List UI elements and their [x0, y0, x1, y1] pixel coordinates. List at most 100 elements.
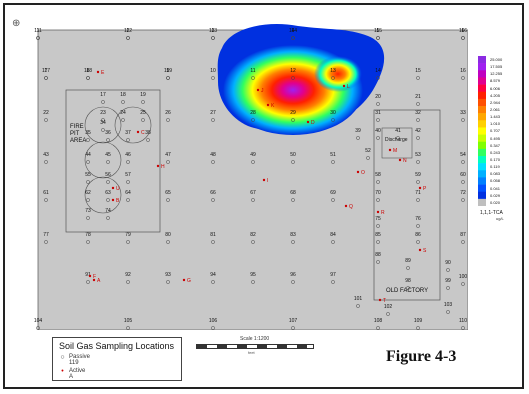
passive-sample-point	[36, 36, 40, 40]
active-point-label: K	[271, 103, 275, 109]
passive-sample-point	[416, 136, 420, 140]
passive-sample-point	[461, 180, 465, 184]
sample-point-label: 108	[374, 318, 383, 324]
passive-sample-point	[106, 216, 110, 220]
old-factory-area	[373, 109, 441, 301]
colorbar-swatch	[478, 198, 486, 206]
colorbar-level-label: 1.443	[490, 114, 501, 120]
passive-sample-point	[291, 280, 295, 284]
colorbar-swatch	[478, 56, 486, 64]
passive-sample-point	[211, 280, 215, 284]
active-point-label: E	[101, 70, 105, 76]
sample-point-label: 65	[165, 190, 171, 196]
colorbar-level-label: 0.020	[490, 199, 501, 205]
colorbar-level-label: 0.707	[490, 128, 501, 134]
sample-point-label: 84	[330, 232, 336, 238]
sample-point-label: 85	[375, 232, 381, 238]
active-sample-point	[111, 198, 115, 202]
sample-point-label: 10	[210, 68, 216, 74]
passive-sample-point	[291, 198, 295, 202]
passive-sample-point	[416, 240, 420, 244]
passive-sample-point	[86, 216, 90, 220]
colorbar-swatch	[478, 127, 486, 135]
colorbar-swatch	[478, 63, 486, 71]
passive-sample-point	[446, 286, 450, 290]
fire-pit-circle	[114, 106, 152, 144]
scale-label: Scale 1:1200	[240, 336, 270, 342]
sample-point-label: 2	[127, 28, 130, 34]
fire-pit-label: FIRE PIT AREA	[70, 124, 86, 144]
passive-sample-point	[356, 304, 360, 308]
sample-point-label: 109	[414, 318, 423, 324]
sample-point-label: 27	[210, 110, 216, 116]
colorbar-swatch	[478, 191, 486, 200]
colorbar-level-label: 12.255	[490, 71, 503, 77]
passive-sample-point	[291, 118, 295, 122]
sample-point-label: 11	[250, 68, 255, 74]
passive-sample-point	[406, 266, 410, 270]
active-point-label: D	[311, 120, 315, 126]
passive-sample-point	[461, 160, 465, 164]
concentration-colorbar	[478, 56, 486, 206]
colorbar-level-label: 6.006	[490, 85, 501, 91]
sample-point-label: 36	[105, 130, 111, 136]
sample-point-label: 56	[105, 172, 111, 178]
sample-point-label: 26	[165, 110, 171, 116]
sample-point-label: 50	[290, 152, 296, 158]
sample-point-label: 38	[145, 130, 151, 136]
passive-sample-point	[141, 100, 145, 104]
colorbar-swatch	[478, 84, 486, 93]
passive-sample-point	[166, 160, 170, 164]
active-point-label: H	[161, 164, 165, 170]
sample-point-label: 1	[37, 28, 40, 34]
sample-point-label: 25	[140, 110, 146, 116]
sample-point-label: 118	[84, 68, 92, 74]
passive-sample-point	[461, 36, 465, 40]
sample-point-label: 63	[105, 190, 111, 196]
colorbar-level-label: 0.083	[490, 171, 501, 177]
passive-sample-point	[461, 198, 465, 202]
sample-point-label: 71	[415, 190, 421, 196]
passive-sample-point	[251, 160, 255, 164]
sample-point-label: 34	[100, 120, 106, 126]
fire-pit-circle	[84, 106, 122, 144]
sample-point-label: 44	[85, 152, 91, 158]
sample-point-label: 4	[292, 28, 295, 34]
active-point-label: G	[187, 278, 191, 284]
sample-point-label: 41	[395, 128, 401, 134]
sample-point-label: 20	[375, 94, 381, 100]
sample-point-label: 35	[85, 130, 91, 136]
sample-point-label: 62	[85, 190, 91, 196]
sample-point-label: 111	[34, 28, 42, 34]
passive-sample-point	[251, 198, 255, 202]
sample-point-label: 79	[125, 232, 131, 238]
passive-sample-point	[376, 118, 380, 122]
passive-sample-point	[86, 280, 90, 284]
passive-sample-point	[416, 160, 420, 164]
passive-sample-point	[126, 138, 130, 142]
sample-point-label: 22	[43, 110, 49, 116]
colorbar-level-label: 17.505	[490, 64, 503, 70]
sample-point-label: 33	[460, 110, 466, 116]
sample-point-label: 55	[85, 172, 91, 178]
active-sample-point	[418, 248, 422, 252]
passive-id: 119	[69, 360, 79, 366]
sample-point-label: 40	[375, 128, 381, 134]
active-point-label: Q	[349, 204, 353, 210]
legend-active: • Active A	[59, 368, 85, 380]
sample-point-label: 46	[125, 152, 131, 158]
passive-sample-point	[376, 240, 380, 244]
passive-sample-point	[446, 310, 450, 314]
active-sample-point	[266, 103, 270, 107]
discharge-label: Discharge	[385, 137, 408, 143]
sample-point-label: 6	[462, 28, 465, 34]
colorbar-swatch	[478, 170, 486, 178]
passive-sample-point	[121, 100, 125, 104]
sample-point-label: 74	[105, 208, 111, 214]
passive-sample-point	[376, 76, 380, 80]
active-id: A	[69, 374, 74, 380]
scale-bar: Scale 1:1200 feet	[190, 336, 340, 366]
passive-label: Passive	[69, 354, 91, 360]
colorbar-swatch	[478, 177, 486, 185]
